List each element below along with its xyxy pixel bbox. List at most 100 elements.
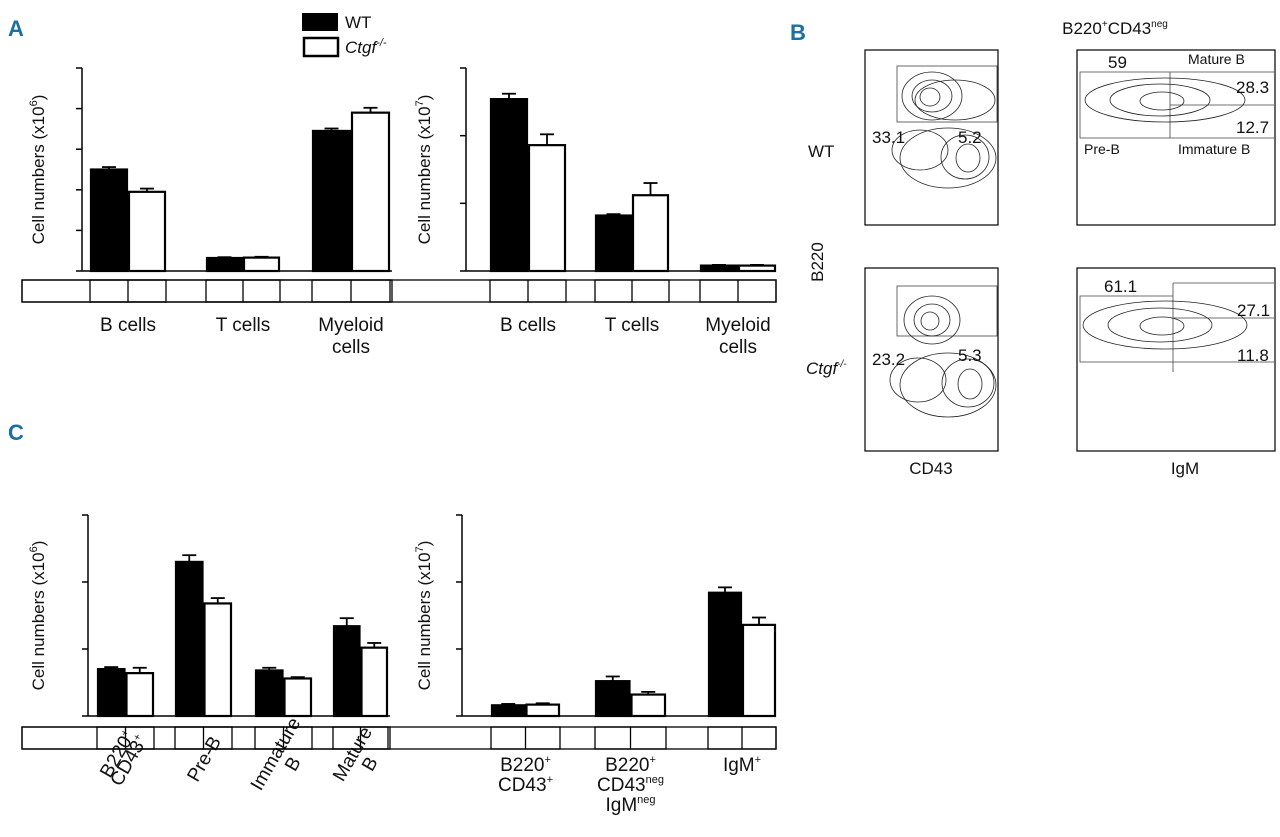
bar-wt <box>490 704 526 718</box>
bar-ko <box>360 646 389 718</box>
x-category-text: cells <box>332 337 370 358</box>
charts: Cell numbers (x106)B cells T cells Myeloid… <box>21 67 777 816</box>
x-category-label: B220+ <box>500 754 551 776</box>
facs-gate-ko-b220 <box>896 285 998 337</box>
y-axis-label-close: ) <box>415 541 434 547</box>
bar-wt <box>594 680 631 718</box>
bar-ko <box>631 194 670 273</box>
x-category-text: CD43 <box>498 775 547 796</box>
bar-ko <box>737 264 777 273</box>
x-category-line: B <box>358 754 383 775</box>
x-category-sup: + <box>131 732 145 744</box>
x-category-line: B <box>281 754 306 775</box>
x-category-label: MatureB <box>329 723 394 795</box>
facs-y-axis-label: B220 <box>808 242 827 282</box>
x-category-label: ImmatureB <box>247 714 323 804</box>
y-axis-label-close: ) <box>29 541 48 547</box>
y-axis-label: Cell numbers (x106) <box>28 95 48 245</box>
chart-c_bm: Cell numbers (x106) B220+CD43+ Pre-B Immatu… <box>21 514 394 804</box>
y-axis-label: Cell numbers (x107) <box>414 541 434 691</box>
x-category-text: Myeloid <box>318 315 383 336</box>
facs-plot-ko-cd43 <box>864 267 999 452</box>
facs-wt-immature-pct: 12.7 <box>1236 118 1269 137</box>
x-category-label: B cells <box>500 315 556 336</box>
bar-wt <box>205 256 244 273</box>
bar-ko <box>527 144 567 273</box>
x-category-label: B220+CD43+ <box>95 725 152 790</box>
x-category-line: Immature <box>247 714 305 794</box>
x-category-text: B220 <box>500 755 544 776</box>
facs-wt-immature-label: Immature B <box>1178 141 1250 157</box>
bar-wt <box>594 214 633 273</box>
bar-wt <box>174 560 204 718</box>
bar-wt <box>254 669 284 718</box>
y-axis-label: Cell numbers (x107) <box>414 95 434 245</box>
x-category-text: cells <box>719 337 757 358</box>
facs-wt-preb-pct: 59 <box>1108 53 1127 72</box>
facs-gate-wt-b220 <box>896 65 998 123</box>
bar-ko <box>125 672 155 718</box>
x-category-label: cells <box>719 337 757 358</box>
x-category-line: Mature <box>329 723 377 785</box>
y-axis-label-exponent: 7 <box>414 546 426 552</box>
x-category-sup: + <box>547 774 553 786</box>
bar-ko <box>525 703 561 718</box>
y-axis-label-text: Cell numbers (x10 <box>415 552 434 690</box>
x-category-text: B220 <box>605 755 649 776</box>
y-axis-label-text: Cell numbers (x10 <box>29 552 48 690</box>
bar-wt <box>89 168 129 273</box>
legend-wt-label: WT <box>345 13 371 32</box>
bar-ko <box>741 623 777 718</box>
facs-wt-mature-pct: 28.3 <box>1236 78 1269 97</box>
facs-panel: B220+CD43neg WT Ctgf-/- B220 CD43 IgM 3 <box>806 19 1276 478</box>
facs-plot-wt-igm <box>1076 49 1276 226</box>
x-category-sup: + <box>649 754 655 766</box>
x-category-label: IgM+ <box>723 754 761 776</box>
facs-ko-cd43pos-pct: 5.3 <box>958 346 982 365</box>
x-category-label: B cells <box>100 315 156 336</box>
facs-row-wt: WT <box>808 142 834 161</box>
x-category-label: CD43+ <box>498 774 553 796</box>
x-category-text: Myeloid <box>705 315 770 336</box>
bar-ko <box>242 256 281 273</box>
bar-ko <box>283 677 313 718</box>
x-category-text: T cells <box>605 315 660 336</box>
legend-wt-swatch <box>302 13 338 31</box>
facs-plot-ko-igm <box>1076 267 1276 452</box>
bar-wt <box>699 264 739 273</box>
pct-table <box>21 279 777 303</box>
chart-c_sp: Cell numbers (x107)B220+CD43+B220+CD43ne… <box>21 514 777 816</box>
bar-ko <box>350 111 391 273</box>
facs-gate-ko-igm <box>1079 282 1274 372</box>
facs-gate-wt-igm <box>1079 71 1274 139</box>
y-axis-label-exponent: 7 <box>414 100 426 106</box>
legend: WT Ctgf-/- <box>302 13 387 58</box>
facs-wt-mature-label: Mature B <box>1188 51 1245 67</box>
facs-plot-wt-cd43 <box>864 49 999 226</box>
y-axis-label-close: ) <box>415 95 434 101</box>
facs-wt-cd43pos-pct: 5.2 <box>958 128 982 147</box>
facs-x-axis-left: CD43 <box>909 459 952 478</box>
y-axis-label: Cell numbers (x106) <box>28 541 48 691</box>
x-category-sup: neg <box>637 794 655 806</box>
facs-ko-immature-pct: 11.8 <box>1237 346 1269 365</box>
facs-wt-preb-label: Pre-B <box>1084 141 1120 157</box>
x-category-label: Pre-B <box>183 733 225 786</box>
bar-ko <box>203 602 233 718</box>
y-axis-label-exponent: 6 <box>28 100 40 106</box>
x-category-text: B cells <box>500 315 556 336</box>
x-category-label: Myeloid <box>318 315 383 336</box>
facs-contours <box>889 71 1248 418</box>
bar-ko <box>127 190 167 273</box>
facs-ko-mature-pct: 27.1 <box>1237 301 1270 320</box>
pct-table <box>21 279 393 303</box>
facs-ko-b220pos-pct: 23.2 <box>872 350 905 369</box>
x-category-text: B cells <box>100 315 156 336</box>
x-category-label: CD43neg <box>597 774 664 796</box>
chart-a_sp: Cell numbers (x107) B cells T cells Myeloid… <box>21 67 777 358</box>
panel-label-a: A <box>8 16 24 41</box>
x-category-label: IgMneg <box>605 794 655 816</box>
y-axis-label-close: ) <box>29 95 48 101</box>
facs-wt-b220pos-pct: 33.1 <box>872 128 905 147</box>
bar-ko <box>630 693 667 718</box>
